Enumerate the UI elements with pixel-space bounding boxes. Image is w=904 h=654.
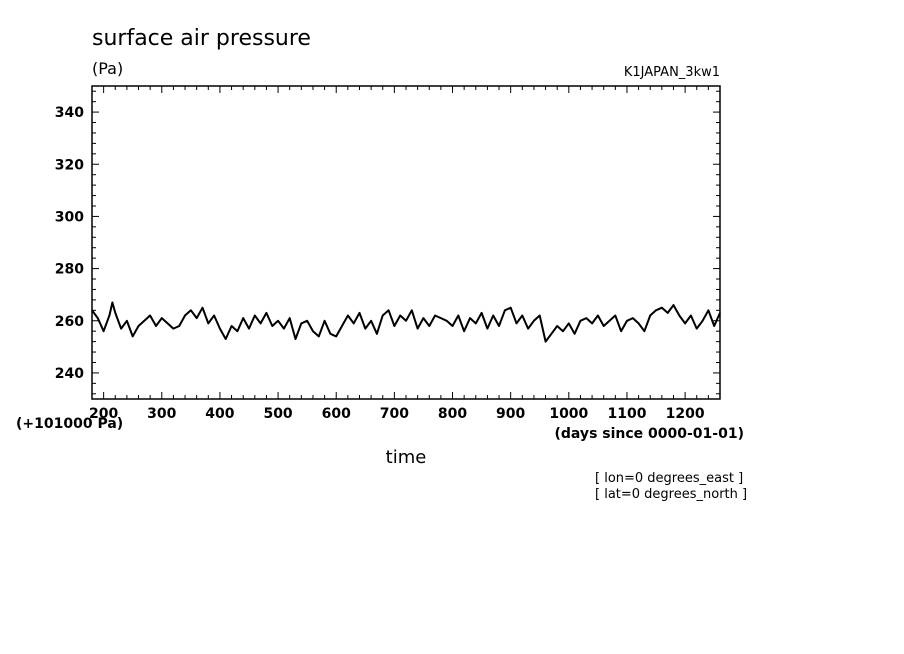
annotation-lat: [ lat=0 degrees_north ] [595,487,747,502]
annotation-lon: [ lon=0 degrees_east ] [595,471,743,486]
x-tick-label: 800 [438,406,467,422]
series-line [91,301,721,343]
x-tick-label: 1100 [607,406,646,422]
x-tick-label: 300 [147,406,176,422]
y-tick-label: 340 [55,105,84,121]
x-tick-labels: 200 300 400 500 600 700 800 900 1000 1100 1200 [89,406,705,422]
x-tick-label: 500 [263,406,292,422]
y-tick-label: 280 [55,262,84,278]
units-label: (Pa) [92,59,123,78]
y-offset-note: (+101000 Pa) [16,416,123,432]
x-tick-label: 1000 [549,406,588,422]
chart-title: surface air pressure [92,26,311,51]
axis-ticks [91,86,721,399]
x-unit-note: (days since 0000-01-01) [555,426,745,442]
x-axis-label: time [386,447,427,468]
plot-frame [91,85,721,400]
x-tick-label: 1200 [666,406,705,422]
run-id-label: K1JAPAN_3kw1 [624,65,720,80]
x-tick-label: 400 [205,406,234,422]
y-tick-label: 260 [55,314,84,330]
x-tick-label: 900 [496,406,525,422]
y-tick-label: 320 [55,157,84,173]
x-tick-label: 200 [89,406,118,422]
x-tick-label: 600 [322,406,351,422]
y-tick-labels: 240 260 280 300 320 340 [55,105,84,382]
y-tick-label: 240 [55,366,84,382]
x-tick-label: 700 [380,406,409,422]
y-tick-label: 300 [55,209,84,225]
